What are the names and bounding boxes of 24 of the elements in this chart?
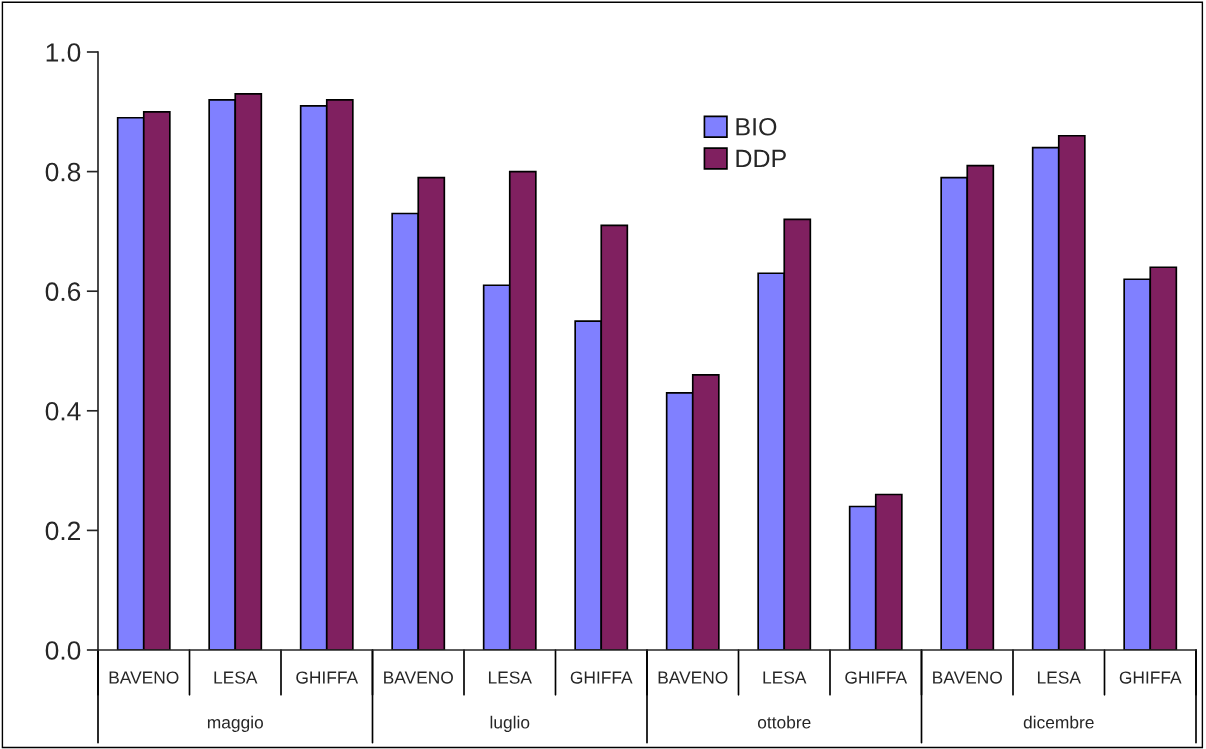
x-tick-label: GHIFFA: [845, 671, 908, 684]
x-tick-label: LESA: [488, 671, 532, 684]
legend-label: DDP: [736, 149, 786, 168]
y-tick-label: 0.6: [45, 282, 81, 302]
legend-label: BIO: [736, 117, 777, 136]
text: luglio: [490, 715, 530, 732]
x-tick-label: BAVENO: [109, 671, 179, 684]
x-tick-label: GHIFFA: [570, 671, 633, 684]
x-tick-label: LESA: [1037, 671, 1081, 684]
x-tick-label: BAVENO: [384, 671, 453, 684]
text: maggio: [207, 715, 263, 732]
y-tick-label: 0.8: [45, 162, 81, 182]
y-tick-label: 0.4: [45, 401, 81, 421]
x-tick-label: LESA: [763, 671, 807, 684]
x-tick-label: LESA: [214, 671, 258, 684]
text: ottobre: [757, 715, 811, 729]
y-tick-label: 1.0: [46, 43, 81, 62]
x-tick-label: GHIFFA: [296, 671, 359, 684]
text: dicembre: [1023, 715, 1094, 729]
x-tick-label: BAVENO: [658, 671, 728, 684]
x-tick-label: BAVENO: [933, 671, 1002, 684]
y-tick-label: 0.0: [45, 641, 81, 660]
y-tick-label: 0.2: [45, 521, 81, 541]
x-tick-label: GHIFFA: [1119, 671, 1182, 684]
